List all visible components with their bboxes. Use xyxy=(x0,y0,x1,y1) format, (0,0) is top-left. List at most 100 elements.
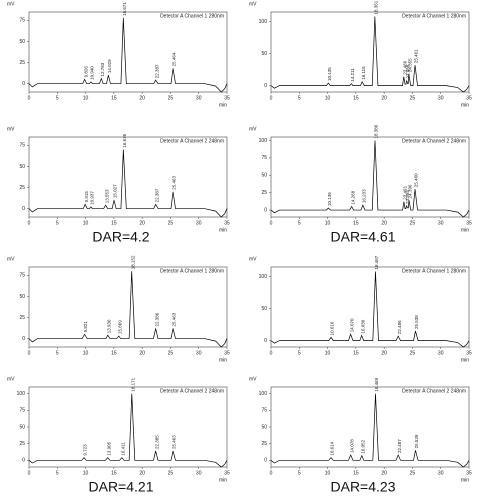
x-tick-label: 35 xyxy=(466,470,472,476)
detector-label: Detector A Channel 2 248nm xyxy=(402,138,466,144)
x-tick-label: 35 xyxy=(224,95,230,101)
peak-label: 23.988 xyxy=(405,64,410,78)
peak-label: 24.396 xyxy=(408,184,413,198)
y-axis-unit: mV xyxy=(7,376,15,382)
caption: DAR=4.23 xyxy=(331,479,396,495)
chromatogram-line xyxy=(28,393,228,468)
x-tick-label: 10 xyxy=(83,220,89,226)
peak-label: 15.027 xyxy=(113,184,118,198)
y-tick-label: 0 xyxy=(22,336,25,342)
y-axis-unit: mV xyxy=(249,1,257,7)
x-tick-label: 25 xyxy=(410,220,416,226)
x-tick-label: 0 xyxy=(270,470,273,476)
x-tick-label: 5 xyxy=(298,470,301,476)
x-tick-label: 25 xyxy=(168,350,174,356)
y-tick-label: 50 xyxy=(261,51,267,57)
x-tick-label: 30 xyxy=(438,470,444,476)
x-tick-label: 20 xyxy=(139,220,145,226)
peak-label: 14.211 xyxy=(350,68,355,82)
x-tick-label: 30 xyxy=(196,95,202,101)
detector-label: Detector A Channel 2 248nm xyxy=(160,138,224,144)
peak-label: 10.616 xyxy=(330,321,335,335)
peak-label: 16.671 xyxy=(122,2,127,16)
peak-label: 16.052 xyxy=(360,439,365,453)
y-tick-label: 25 xyxy=(261,441,267,447)
x-tick-label: 35 xyxy=(466,350,472,356)
x-tick-label: 5 xyxy=(56,470,59,476)
peak-label: 14.268 xyxy=(350,190,355,204)
peak-label: 16.030 xyxy=(360,319,365,333)
y-tick-label: 75 xyxy=(19,143,25,149)
peak-label: 22.486 xyxy=(397,320,402,334)
chromatogram-line xyxy=(28,271,228,348)
y-axis-unit: mV xyxy=(7,1,15,7)
plot-frame xyxy=(270,266,470,348)
x-tick-label: 30 xyxy=(196,470,202,476)
x-tick-label: 5 xyxy=(298,220,301,226)
y-tick-label: 0 xyxy=(22,206,25,212)
peak-label: 23.491 xyxy=(403,185,408,199)
peak-label: 25.464 xyxy=(172,52,177,66)
caption: DAR=4.2 xyxy=(92,229,149,245)
x-axis-label: min xyxy=(219,102,227,108)
y-axis-unit: mV xyxy=(249,256,257,262)
y-tick-label: 0 xyxy=(264,83,267,89)
y-tick-label: 50 xyxy=(19,164,25,170)
peak-label: 18.171 xyxy=(130,377,135,391)
y-tick-label: 0 xyxy=(22,81,25,87)
x-axis-label: min xyxy=(461,477,469,483)
plot-frame xyxy=(28,136,228,218)
x-axis-label: min xyxy=(219,357,227,363)
x-tick-label: 0 xyxy=(28,470,31,476)
x-axis-label: min xyxy=(219,227,227,233)
x-tick-label: 15 xyxy=(111,95,117,101)
chromatogram-line xyxy=(270,140,470,218)
x-tick-label: 5 xyxy=(56,350,59,356)
x-tick-label: 0 xyxy=(28,220,31,226)
y-tick-label: 25 xyxy=(261,190,267,196)
chromatogram-line xyxy=(28,17,228,93)
x-tick-label: 25 xyxy=(168,470,174,476)
peak-label: 13.553 xyxy=(104,189,109,203)
y-tick-label: 100 xyxy=(259,391,268,397)
peak-label: 22.386 xyxy=(154,312,159,326)
x-tick-label: 25 xyxy=(168,95,174,101)
x-axis-label: min xyxy=(461,102,469,108)
detector-label: Detector A Channel 1 280nm xyxy=(402,268,466,274)
y-tick-label: 75 xyxy=(19,18,25,24)
plot-frame xyxy=(270,136,470,218)
peak-label: 25.463 xyxy=(172,312,177,326)
x-tick-label: 20 xyxy=(381,220,387,226)
peak-label: 25.461 xyxy=(414,49,419,63)
y-tick-label: 50 xyxy=(261,173,267,179)
x-tick-label: 20 xyxy=(381,95,387,101)
peak-label: 10.135 xyxy=(327,67,332,81)
y-tick-label: 100 xyxy=(17,391,26,397)
y-tick-label: 50 xyxy=(261,306,267,312)
x-tick-label: 20 xyxy=(381,470,387,476)
peak-label: 25.463 xyxy=(172,435,177,449)
x-tick-label: 30 xyxy=(438,95,444,101)
chromatogram-line xyxy=(270,271,470,348)
x-tick-label: 5 xyxy=(298,350,301,356)
peak-label: 9.821 xyxy=(83,321,88,333)
x-tick-label: 35 xyxy=(466,95,472,101)
peak-label: 18.386 xyxy=(374,124,379,138)
peak-label: 12.783 xyxy=(100,62,105,76)
y-axis-unit: mV xyxy=(249,126,257,132)
x-tick-label: 10 xyxy=(83,350,89,356)
y-tick-label: 0 xyxy=(264,458,267,464)
y-tick-label: 25 xyxy=(19,441,25,447)
x-tick-label: 30 xyxy=(438,350,444,356)
peak-label: 15.869 xyxy=(117,320,122,334)
plot-frame xyxy=(270,386,470,468)
x-tick-label: 5 xyxy=(298,95,301,101)
peak-label: 23.466 xyxy=(402,60,407,74)
x-tick-label: 10 xyxy=(83,470,89,476)
x-tick-label: 35 xyxy=(224,220,230,226)
x-tick-label: 10 xyxy=(325,95,331,101)
detector-label: Detector A Channel 2 248nm xyxy=(402,388,466,394)
x-tick-label: 15 xyxy=(353,95,359,101)
x-tick-label: 10 xyxy=(325,350,331,356)
